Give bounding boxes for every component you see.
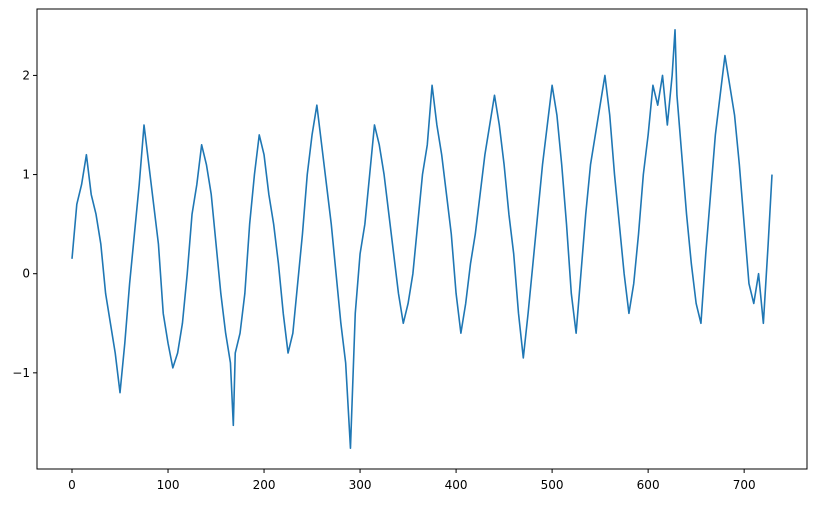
x-tick-label: 600 [637, 478, 660, 492]
x-tick-label: 700 [733, 478, 756, 492]
x-tick-label: 0 [68, 478, 76, 492]
x-tick-label: 400 [445, 478, 468, 492]
x-tick-label: 100 [157, 478, 180, 492]
x-tick-label: 300 [349, 478, 372, 492]
y-tick-label: −1 [12, 366, 30, 380]
y-tick-label: 2 [22, 68, 30, 82]
y-tick-label: 1 [22, 168, 30, 182]
line-series [71, 29, 773, 449]
y-tick-label: 0 [22, 267, 30, 281]
x-tick-label: 200 [253, 478, 276, 492]
x-tick-label: 500 [541, 478, 564, 492]
axes-frame [36, 8, 808, 470]
